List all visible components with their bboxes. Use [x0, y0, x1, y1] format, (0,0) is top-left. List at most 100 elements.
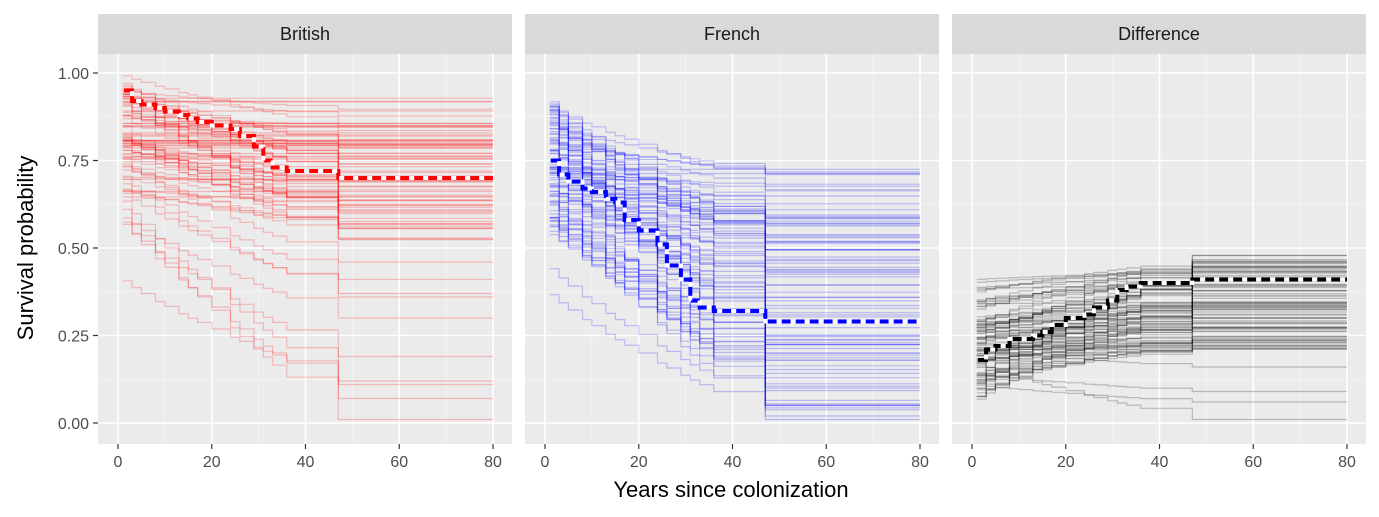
posterior-draw-line — [976, 326, 1347, 328]
posterior-draw-line — [976, 348, 1347, 363]
posterior-draw-line — [549, 167, 920, 192]
posterior-draw-line — [976, 285, 1347, 329]
facet-label: French — [704, 24, 760, 44]
posterior-draw-line — [976, 342, 1347, 384]
posterior-draw-line — [976, 348, 1347, 360]
posterior-draw-line — [549, 184, 920, 314]
posterior-draw-line — [122, 149, 493, 182]
posterior-draw-line — [549, 137, 920, 243]
posterior-draw-line — [976, 287, 1347, 329]
posterior-draw-line — [549, 159, 920, 271]
x-tick-label: 20 — [630, 454, 648, 471]
posterior-draw-line — [549, 168, 920, 222]
posterior-draw-line — [122, 138, 493, 206]
posterior-draw-line — [976, 290, 1347, 374]
x-tick-label: 60 — [1244, 454, 1262, 471]
posterior-draw-line — [976, 285, 1347, 322]
posterior-draw-line — [549, 210, 920, 359]
facet-strip — [98, 14, 512, 54]
posterior-draw-line — [122, 208, 493, 421]
posterior-draw-line — [122, 280, 493, 382]
x-tick-label: 60 — [817, 454, 835, 471]
posterior-draw-line — [549, 108, 920, 406]
posterior-draw-line — [549, 230, 920, 371]
posterior-draw-line — [976, 263, 1347, 389]
posterior-draw-line — [122, 125, 493, 240]
posterior-draw-line — [976, 307, 1347, 391]
posterior-draw-line — [976, 297, 1347, 326]
x-tick-label: 40 — [297, 454, 315, 471]
posterior-draw-line — [976, 271, 1347, 283]
x-tick-label: 20 — [1057, 454, 1075, 471]
posterior-draw-line — [976, 265, 1347, 291]
posterior-draw-line — [976, 254, 1347, 344]
posterior-draw-line — [549, 141, 920, 244]
posterior-draw-line — [549, 193, 920, 197]
posterior-draw-line — [122, 169, 493, 201]
posterior-draw-line — [976, 349, 1347, 368]
posterior-draw-line — [549, 113, 920, 262]
posterior-draw-line — [122, 90, 493, 110]
posterior-draw-line — [976, 302, 1347, 381]
posterior-draw-line — [976, 254, 1347, 324]
posterior-draw-line — [976, 331, 1347, 360]
posterior-draw-line — [122, 149, 493, 183]
posterior-draw-line — [976, 339, 1347, 377]
posterior-draw-line — [976, 321, 1347, 364]
posterior-draw-line — [549, 103, 920, 261]
posterior-draw-line — [549, 109, 920, 251]
posterior-draw-line — [122, 200, 493, 386]
posterior-draw-line — [549, 133, 920, 354]
posterior-draw-line — [976, 290, 1347, 397]
posterior-draw-line — [549, 216, 920, 275]
posterior-draw-line — [549, 294, 920, 417]
posterior-draw-line — [976, 259, 1347, 293]
posterior-draw-line — [976, 301, 1347, 305]
summary-line-highlight — [549, 158, 920, 324]
posterior-draw-line — [549, 220, 920, 367]
posterior-draw-line — [122, 95, 493, 198]
posterior-draw-line — [549, 172, 920, 216]
x-tick-label: 80 — [911, 454, 929, 471]
posterior-draw-line — [549, 114, 920, 251]
y-tick-label: 0.50 — [58, 241, 89, 258]
posterior-draw-line — [549, 150, 920, 268]
summary-line-highlight — [976, 277, 1347, 362]
posterior-draw-line — [976, 266, 1347, 378]
posterior-draw-line — [549, 110, 920, 344]
posterior-draw-line — [549, 195, 920, 389]
posterior-draw-line — [549, 149, 920, 293]
posterior-draw-line — [976, 346, 1347, 382]
posterior-draw-line — [976, 327, 1347, 332]
posterior-draw-line — [122, 114, 493, 154]
posterior-draw-line — [549, 138, 920, 224]
x-tick-label: 40 — [724, 454, 742, 471]
posterior-draw-line — [549, 201, 920, 421]
posterior-draw-line — [122, 221, 493, 400]
x-tick-label: 40 — [1151, 454, 1169, 471]
posterior-draw-line — [976, 304, 1347, 325]
posterior-draw-line — [976, 276, 1347, 303]
posterior-draw-line — [976, 261, 1347, 310]
posterior-draw-line — [122, 145, 493, 211]
posterior-draw-line — [549, 226, 920, 307]
summary-line-highlight — [122, 88, 493, 180]
posterior-draw-line — [976, 327, 1347, 339]
posterior-draw-line — [122, 140, 493, 146]
posterior-draw-line — [549, 104, 920, 272]
posterior-draw-line — [976, 260, 1347, 302]
posterior-draw-line — [549, 101, 920, 239]
posterior-draw-line — [976, 270, 1347, 280]
posterior-draw-line — [549, 216, 920, 405]
posterior-draw-line — [122, 104, 493, 201]
posterior-draw-line — [549, 172, 920, 385]
y-tick-label: 0.25 — [58, 329, 89, 346]
posterior-draw-line — [122, 115, 493, 149]
posterior-draw-line — [122, 183, 493, 298]
y-tick-label: 0.75 — [58, 154, 89, 171]
posterior-draw-line — [976, 294, 1347, 398]
posterior-draw-line — [122, 114, 493, 127]
posterior-draw-line — [976, 274, 1347, 288]
posterior-draw-line — [549, 143, 920, 299]
